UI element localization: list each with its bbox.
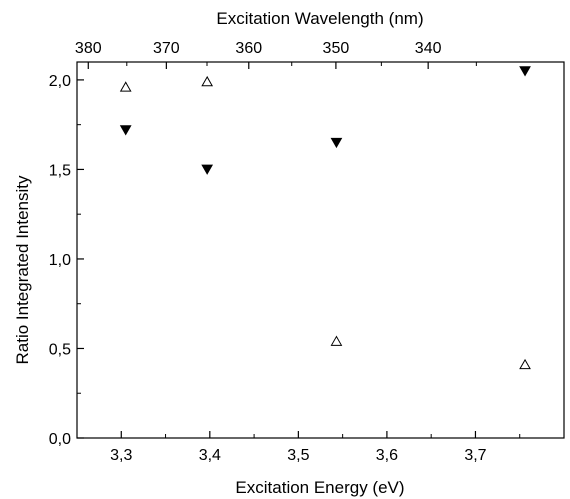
top-tick-label: 370 (153, 40, 180, 57)
y-tick-label: 0,5 (49, 341, 71, 358)
data-point-filled-triangle (119, 125, 132, 136)
data-point-open-triangle (201, 75, 214, 87)
data-points (119, 66, 531, 370)
x-tick-label: 3,3 (110, 447, 132, 464)
y-tick-label: 0,0 (49, 431, 71, 448)
data-point-filled-triangle (330, 137, 343, 149)
data-point-open-triangle (519, 358, 531, 370)
y-tick-label: 1,0 (49, 252, 71, 269)
x-tick-label: 3,5 (287, 447, 309, 464)
y-axis-ticks: 0,0 0,5 1,0 1,5 2,0 (49, 73, 84, 448)
y-tick-label: 2,0 (49, 73, 71, 90)
top-tick-label: 340 (415, 40, 442, 57)
x-tick-label: 3,7 (464, 447, 486, 464)
data-point-open-triangle (330, 335, 343, 346)
y-axis-title: Ratio Integrated Intensity (13, 175, 32, 365)
data-point-filled-triangle (201, 164, 214, 175)
x-axis-title: Excitation Energy (eV) (235, 478, 404, 497)
data-point-open-triangle (119, 81, 132, 92)
top-tick-label: 350 (323, 40, 350, 57)
x-tick-label: 3,6 (376, 447, 398, 464)
top-tick-label: 360 (235, 40, 262, 57)
data-point-filled-triangle (519, 66, 531, 77)
plot-frame (76, 61, 565, 439)
top-axis-ticks: 380 370 360 350 340 (75, 40, 477, 69)
x-axis-ticks: 3,3 3,4 3,5 3,6 3,7 (76, 431, 565, 464)
x-tick-label: 3,4 (199, 447, 221, 464)
top-tick-label: 380 (75, 40, 102, 57)
top-axis-title: Excitation Wavelength (nm) (216, 9, 423, 28)
y-tick-label: 1,5 (49, 162, 71, 179)
